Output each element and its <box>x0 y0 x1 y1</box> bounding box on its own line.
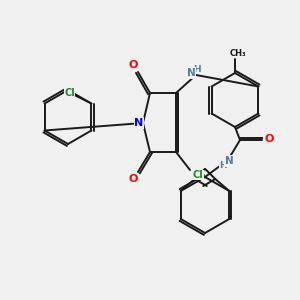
Text: O: O <box>128 60 138 70</box>
Text: H: H <box>219 160 227 169</box>
Text: N: N <box>225 156 233 166</box>
Text: N: N <box>134 118 144 128</box>
Text: O: O <box>128 174 138 184</box>
Text: H: H <box>193 64 201 74</box>
Text: CH₃: CH₃ <box>230 49 246 58</box>
Text: Cl: Cl <box>64 88 75 98</box>
Text: O: O <box>264 134 274 144</box>
Text: N: N <box>187 68 195 78</box>
Text: Cl: Cl <box>193 170 203 180</box>
